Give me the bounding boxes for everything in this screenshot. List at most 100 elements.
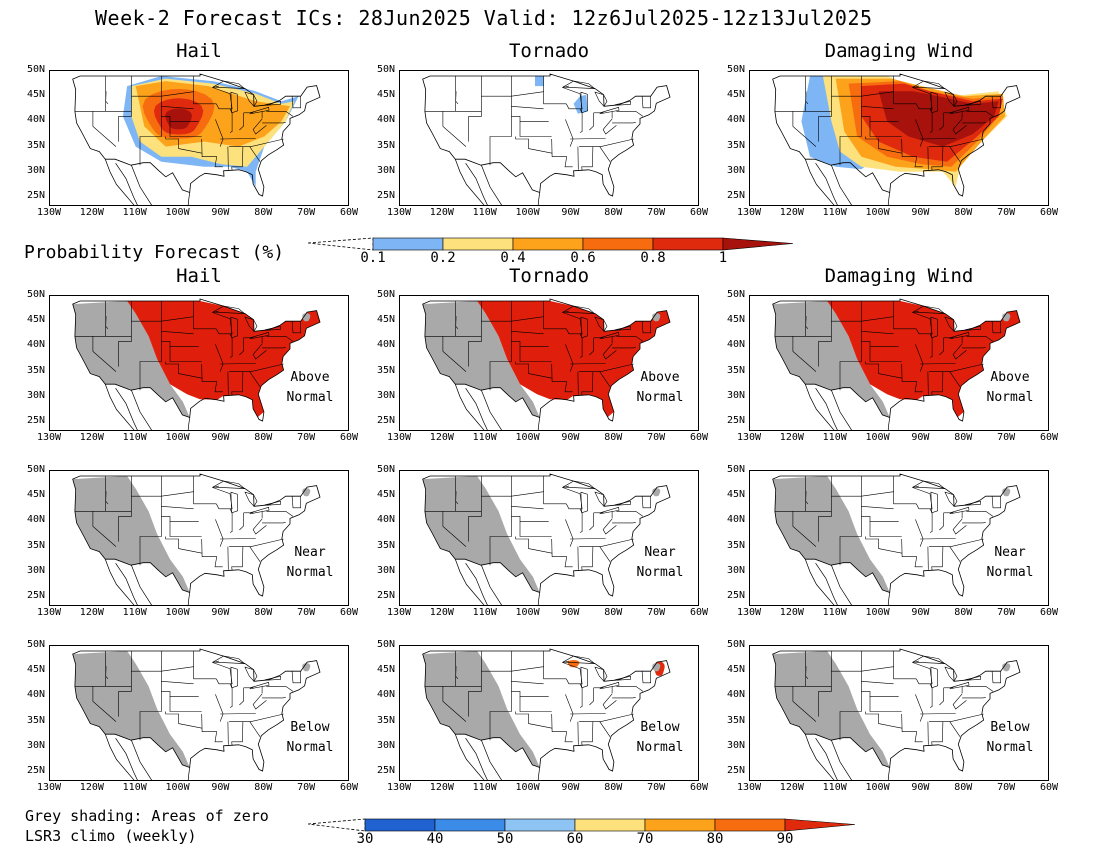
great-lake — [244, 316, 258, 332]
state-border — [579, 363, 634, 372]
us-outline — [422, 73, 671, 197]
lat-tick-label: 35N — [726, 139, 745, 151]
lon-tick-label: 60W — [689, 432, 709, 443]
column-title-damaging-wind: Damaging Wind — [824, 265, 974, 287]
state-border — [579, 508, 583, 533]
state-border — [231, 146, 244, 171]
state-border — [991, 96, 1001, 109]
colorbar-tick-label: 0.1 — [360, 250, 386, 266]
lon-tick-label: 90W — [561, 432, 580, 443]
great-lake — [964, 500, 981, 506]
lat-tick-label: 40N — [726, 339, 745, 351]
state-border — [581, 146, 594, 171]
state-border — [139, 476, 162, 566]
state-border — [865, 711, 903, 729]
lon-tick-label: 110W — [472, 782, 497, 793]
lon-tick-label: 120W — [779, 207, 804, 218]
state-border — [92, 336, 117, 372]
lon-tick-label: 60W — [689, 207, 709, 218]
lat-tick-label: 50N — [376, 64, 395, 75]
lon-tick-label: 80W — [254, 607, 273, 618]
lat-tick-label: 30N — [26, 739, 45, 751]
prob-shade — [165, 108, 192, 130]
lat-tick-label: 35N — [26, 539, 45, 551]
lon-tick-label: 120W — [79, 207, 104, 218]
coastline — [104, 159, 138, 205]
state-border — [118, 301, 132, 367]
lat-tick-label: 50N — [26, 64, 45, 75]
lat-tick-label: 45N — [726, 314, 745, 326]
state-border — [839, 476, 862, 566]
lon-tick-label: 130W — [36, 432, 62, 443]
lon-tick-label: 100W — [515, 782, 540, 793]
lon-tick-label: 120W — [429, 607, 454, 618]
state-border — [602, 693, 617, 710]
us-outline — [422, 648, 671, 772]
state-border — [229, 333, 233, 358]
great-lake — [614, 100, 631, 106]
state-border — [468, 476, 482, 542]
great-lake — [964, 325, 981, 331]
state-border — [616, 336, 644, 342]
lat-tick-label: 45N — [26, 664, 45, 676]
state-border — [131, 91, 194, 97]
state-border — [161, 506, 194, 510]
coastline — [187, 192, 191, 205]
great-lake — [911, 305, 946, 314]
state-border — [551, 713, 573, 743]
lat-tick-label: 25N — [726, 190, 745, 201]
grey-zero-climo — [72, 476, 190, 593]
lat-tick-label: 40N — [26, 514, 45, 526]
coastline — [887, 192, 891, 205]
cat-below-map-tornado: Below Normal — [399, 645, 699, 781]
state-border — [893, 76, 917, 105]
grey-zero-climo — [302, 663, 311, 672]
lat-tick-label: 40N — [376, 114, 395, 126]
state-border — [565, 694, 574, 722]
lon-tick-label: 90W — [911, 207, 930, 218]
map-canvas — [72, 298, 321, 430]
state-border — [952, 693, 967, 710]
map-canvas — [422, 648, 671, 780]
state-border — [641, 671, 651, 684]
lon-tick-label: 110W — [122, 432, 147, 443]
state-border — [455, 666, 459, 679]
state-border — [839, 301, 862, 391]
state-border — [511, 691, 549, 697]
cat-above-map-tornado: Above Normal — [399, 295, 699, 431]
lon-tick-label: 130W — [36, 607, 62, 618]
state-border — [949, 721, 961, 737]
lat-tick-label: 50N — [26, 639, 45, 650]
lat-tick-label: 25N — [26, 190, 45, 201]
state-border — [991, 321, 1001, 334]
colorbar-segment — [372, 237, 444, 251]
state-border — [215, 519, 224, 547]
state-border — [869, 346, 902, 362]
great-lake — [911, 480, 946, 489]
lon-tick-label: 70W — [647, 607, 666, 618]
colorbar-segment — [512, 237, 584, 251]
great-lake — [911, 655, 946, 664]
state-border — [229, 138, 284, 147]
state-border — [519, 121, 552, 137]
lon-tick-label: 90W — [211, 782, 230, 793]
state-border — [966, 111, 994, 117]
state-border — [939, 337, 944, 356]
great-lake — [561, 480, 596, 489]
colorbar-tick-label: 50 — [496, 831, 514, 847]
cat-below-map-hail: Below Normal — [49, 645, 349, 781]
great-lake — [594, 316, 608, 332]
great-lake — [930, 491, 939, 514]
colorbar-tick-label: 90 — [776, 831, 794, 847]
state-border — [831, 91, 894, 97]
map-canvas — [772, 298, 1021, 430]
state-border — [839, 651, 862, 741]
lat-tick-label: 25N — [376, 765, 395, 776]
great-lake — [911, 80, 946, 89]
great-lake — [244, 666, 258, 682]
coastline — [887, 592, 891, 605]
coastline — [537, 192, 541, 205]
grey-zero-climo — [772, 301, 890, 418]
state-border — [231, 546, 244, 571]
forecast-title: Week-2 Forecast ICs: 28Jun2025 Valid: 12… — [95, 6, 873, 30]
